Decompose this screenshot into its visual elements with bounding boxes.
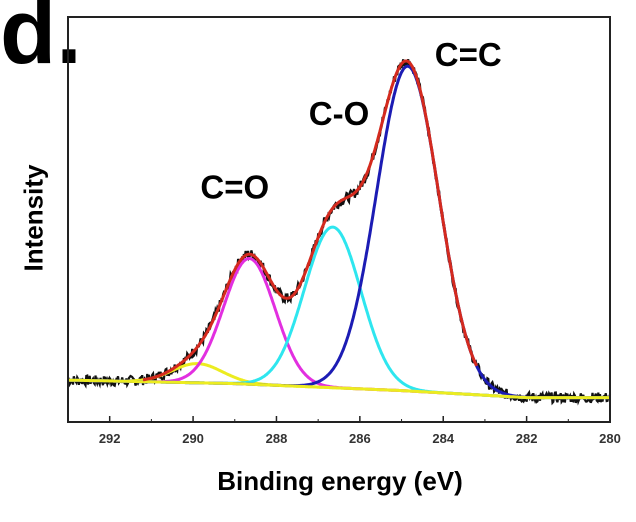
ticks-layer: 292 290 288 286 284 282 280 [67, 416, 621, 446]
peak-annotation: C-O [309, 95, 370, 132]
x-tick-label: 288 [266, 431, 288, 446]
x-tick-label: 286 [349, 431, 371, 446]
component-line [68, 225, 610, 400]
envelope-fit-line [142, 59, 478, 382]
x-axis-label: Binding energy (eV) [217, 466, 463, 496]
peak-annotation: C=C [435, 36, 502, 73]
x-tick-label: 280 [599, 431, 621, 446]
background-line [68, 378, 610, 400]
plot-frame [67, 16, 611, 423]
x-tick-label: 292 [99, 431, 121, 446]
annotations-layer: C=O C-O C=C [200, 36, 501, 206]
x-tick-label: 282 [516, 431, 538, 446]
peak-annotation: C=O [200, 169, 269, 206]
x-tick-label: 290 [182, 431, 204, 446]
series-layer [67, 58, 612, 406]
x-tick-label: 284 [432, 431, 454, 446]
